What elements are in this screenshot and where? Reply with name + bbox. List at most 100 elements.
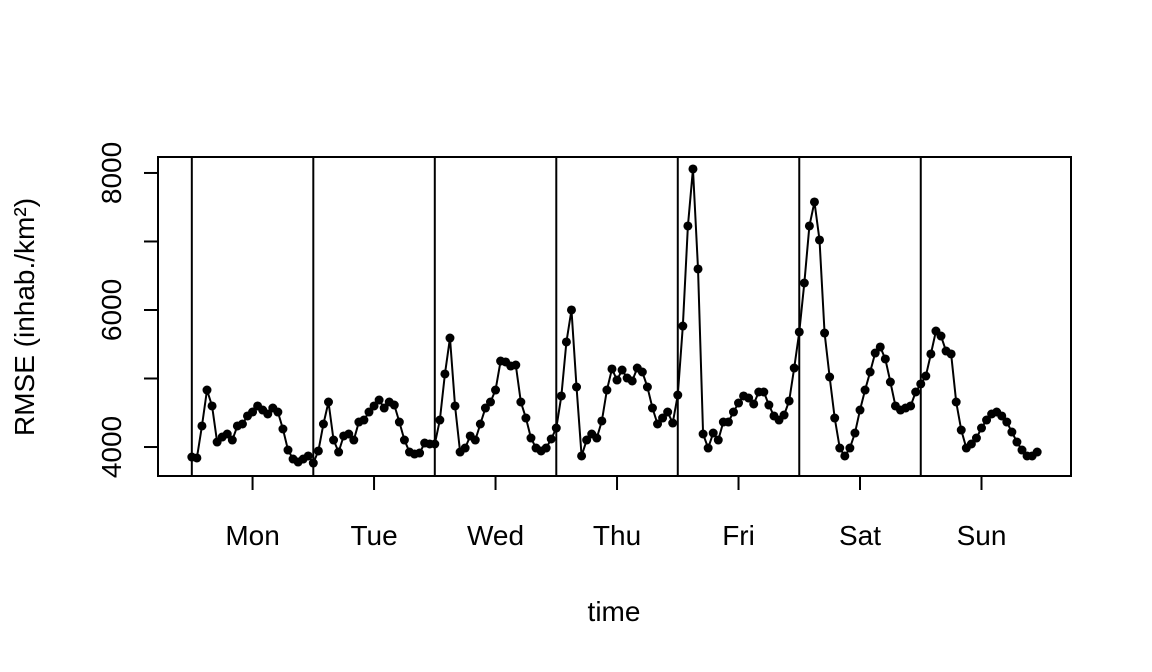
data-point	[1032, 447, 1042, 457]
data-point	[936, 331, 946, 341]
x-axis-label: time	[588, 596, 641, 627]
y-tick-label: 8000	[96, 142, 127, 204]
data-point	[541, 443, 551, 453]
y-tick-label: 6000	[96, 279, 127, 341]
data-point	[804, 221, 814, 231]
data-point	[663, 407, 673, 417]
data-point	[977, 423, 987, 433]
data-point	[237, 419, 247, 429]
data-point	[521, 413, 531, 423]
data-point	[415, 448, 425, 458]
data-point	[799, 278, 809, 288]
data-point	[809, 197, 819, 207]
data-point	[642, 382, 652, 392]
data-point	[445, 333, 455, 343]
data-point	[825, 372, 835, 382]
data-point	[764, 400, 774, 410]
data-point	[323, 397, 333, 407]
data-point	[946, 349, 956, 359]
data-point	[865, 367, 875, 377]
y-axis-label: RMSE (inhab./km²)	[9, 198, 40, 436]
data-point	[734, 398, 744, 408]
data-point	[708, 428, 718, 438]
x-tick-label: Tue	[350, 520, 397, 551]
data-point	[440, 369, 450, 379]
data-point	[880, 354, 890, 364]
x-tick-label: Sun	[957, 520, 1007, 551]
data-point	[956, 425, 966, 435]
data-point	[855, 405, 865, 415]
data-point	[678, 321, 688, 331]
data-point	[369, 401, 379, 411]
data-point	[845, 443, 855, 453]
data-point	[815, 235, 825, 245]
data-point	[673, 390, 683, 400]
data-point	[703, 443, 713, 453]
data-point	[577, 451, 587, 461]
data-point	[480, 403, 490, 413]
data-point	[364, 407, 374, 417]
data-point	[759, 387, 769, 397]
data-point	[997, 411, 1007, 421]
data-point	[749, 399, 759, 409]
data-point	[227, 435, 237, 445]
data-point	[602, 385, 612, 395]
data-point	[572, 382, 582, 392]
data-point	[313, 446, 323, 456]
data-point	[207, 401, 217, 411]
data-point	[511, 360, 521, 370]
data-point	[658, 413, 668, 423]
data-point	[394, 417, 404, 427]
data-point	[359, 415, 369, 425]
data-point	[840, 451, 850, 461]
data-point	[627, 376, 637, 386]
data-point	[283, 445, 293, 455]
data-point	[688, 164, 698, 174]
data-point	[966, 439, 976, 449]
data-point	[647, 403, 657, 413]
data-point	[303, 451, 313, 461]
data-point	[222, 429, 232, 439]
data-point	[607, 364, 617, 374]
data-point	[744, 393, 754, 403]
data-point	[698, 429, 708, 439]
data-point	[850, 428, 860, 438]
data-point	[248, 407, 258, 417]
data-point	[389, 400, 399, 410]
data-point	[921, 371, 931, 381]
data-point	[870, 348, 880, 358]
data-point	[349, 435, 359, 445]
series-line	[191, 168, 1038, 466]
data-point	[1002, 417, 1012, 427]
data-point	[885, 377, 895, 387]
data-point	[308, 458, 318, 468]
data-point	[875, 342, 885, 352]
data-point	[617, 365, 627, 375]
data-point	[592, 433, 602, 443]
data-point	[683, 221, 693, 231]
x-tick-label: Fri	[722, 520, 755, 551]
data-point	[582, 435, 592, 445]
data-point	[197, 421, 207, 431]
data-point	[1017, 445, 1027, 455]
data-point	[926, 349, 936, 359]
data-point	[653, 419, 663, 429]
data-point	[475, 419, 485, 429]
data-point	[566, 305, 576, 315]
data-point	[1012, 437, 1022, 447]
data-point	[399, 435, 409, 445]
data-point	[713, 435, 723, 445]
data-point	[485, 397, 495, 407]
data-point	[430, 439, 440, 449]
data-point	[784, 396, 794, 406]
data-point	[835, 443, 845, 453]
data-point	[637, 367, 647, 377]
data-point	[546, 434, 556, 444]
data-point	[334, 447, 344, 457]
data-point	[435, 415, 445, 425]
data-point	[612, 375, 622, 385]
y-tick-label: 4000	[96, 416, 127, 478]
data-point	[551, 423, 561, 433]
